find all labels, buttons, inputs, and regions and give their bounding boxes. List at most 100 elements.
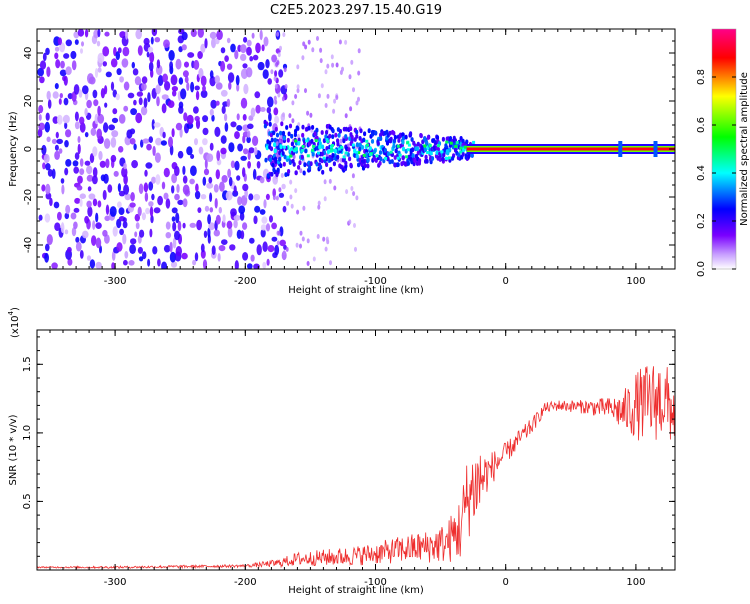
spectrogram-y-tick-label: 40 (23, 47, 34, 60)
spectrogram-x-axis-label: Height of straight line (km) (288, 285, 424, 296)
spectral-peak (464, 145, 467, 149)
spectral-peak (326, 139, 330, 143)
spectral-blob (92, 167, 98, 178)
spectral-blob (136, 91, 144, 97)
spectral-blob (256, 161, 261, 169)
spectral-blob (260, 107, 266, 112)
spectral-blob (304, 88, 307, 94)
spectral-blob (99, 160, 106, 168)
snr-frame (36, 329, 676, 571)
spectral-blob (298, 160, 302, 166)
spectral-blob (226, 98, 231, 108)
spectral-blob (151, 176, 156, 184)
spectral-blob (147, 46, 154, 53)
spectral-blob (53, 201, 60, 209)
spectral-blob (301, 124, 305, 130)
spectral-blob (341, 66, 344, 72)
spectrogram-y-tick-label: 20 (23, 95, 34, 108)
spectral-blob (171, 207, 178, 214)
spectral-blob (222, 214, 226, 223)
spectral-blob (255, 104, 261, 114)
spectral-blob (174, 193, 180, 201)
snr-x-tick-label: -100 (364, 577, 387, 588)
spectral-blob (121, 58, 129, 68)
spectral-blob (281, 96, 285, 102)
spectral-blob (259, 176, 265, 184)
spectral-blob (425, 158, 429, 164)
spectral-blob (54, 150, 60, 160)
spectral-blob (38, 114, 42, 121)
spectral-blob (430, 156, 435, 161)
spectral-blob (121, 167, 128, 178)
spectral-blob (303, 162, 307, 168)
spectral-peak (293, 149, 297, 153)
spectral-blob (175, 58, 182, 70)
spectral-blob (46, 234, 53, 246)
spectral-blob (89, 259, 96, 269)
spectral-blob (143, 182, 149, 193)
spectral-peak (426, 151, 430, 154)
spectral-blob (94, 113, 99, 125)
spectral-blob (60, 222, 65, 234)
spectral-blob (319, 47, 323, 53)
spectral-blob (401, 155, 405, 161)
spectral-blob (392, 143, 396, 149)
spectral-blob (194, 252, 199, 262)
spectral-blob (39, 76, 45, 84)
spectral-blob (379, 156, 383, 162)
spectral-blob (368, 146, 372, 151)
spectral-blob (79, 198, 83, 207)
spectral-blob (304, 44, 308, 50)
spectral-blob (278, 187, 282, 193)
spectral-blob (288, 160, 292, 166)
spectral-blob (84, 160, 91, 166)
spectral-blob (77, 136, 81, 143)
spectral-blob (79, 158, 84, 167)
spectral-blob (280, 121, 284, 127)
spectral-blob (150, 36, 154, 45)
spectral-blob (139, 229, 145, 238)
spectral-blob (151, 88, 157, 99)
spectral-blob (297, 165, 301, 170)
spectral-blob (215, 169, 220, 180)
spectral-blob (280, 173, 284, 178)
spectral-blob (378, 160, 382, 166)
spectral-peak (396, 156, 400, 160)
spectral-blob (214, 198, 218, 209)
spectral-blob (91, 235, 97, 247)
spectral-blob (127, 92, 135, 99)
spectral-peak (398, 153, 402, 157)
spectral-blob (107, 184, 113, 193)
spectral-blob (301, 132, 305, 138)
spectral-blob (247, 161, 252, 169)
spectral-peak (455, 141, 459, 145)
spectral-blob (122, 233, 127, 245)
spectral-blob (271, 222, 277, 230)
spectral-blob (273, 107, 279, 116)
spectral-blob (331, 153, 335, 158)
snr-y-scale-label: (x104) (7, 307, 21, 338)
spectral-blob (186, 82, 190, 91)
spectral-blob (259, 29, 263, 41)
spectral-blob (238, 205, 246, 214)
spectral-blob (445, 136, 449, 142)
spectral-blob (51, 138, 57, 145)
spectral-blob (118, 114, 126, 124)
spectral-blob (275, 141, 279, 147)
spectral-blob (254, 91, 261, 99)
spectral-blob (55, 59, 61, 69)
spectral-blob (325, 162, 329, 168)
spectral-blob (180, 88, 187, 100)
spectral-blob (131, 61, 135, 69)
spectral-blob (425, 140, 429, 146)
spectral-blob (155, 84, 161, 95)
spectral-blob (224, 55, 229, 62)
spectral-blob (242, 135, 246, 144)
spectral-blob (262, 241, 268, 252)
spectral-blob (89, 153, 95, 164)
spectral-blob (58, 98, 62, 105)
spectrogram-plot-area (37, 29, 675, 269)
spectral-blob (124, 251, 129, 259)
spectral-blob (105, 71, 112, 78)
